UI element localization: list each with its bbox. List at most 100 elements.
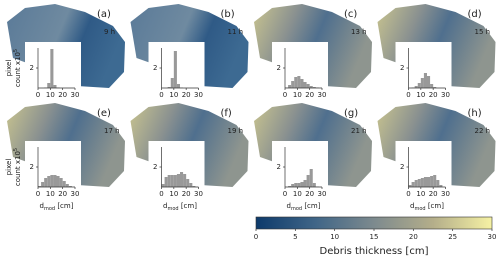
hist-bar [173, 51, 177, 88]
hist-bar [167, 175, 171, 187]
x-tick-label: 0 [406, 190, 410, 198]
x-label-unit: [cm] [426, 202, 445, 210]
hist-bar [411, 182, 415, 187]
x-tick-label: 0 [159, 190, 163, 198]
colorbar-tick-label: 15 [370, 233, 379, 241]
hist-bar [291, 184, 295, 187]
time-label: 11 h [228, 28, 244, 36]
x-label-symbol: d [40, 202, 44, 210]
x-tick-label: 10 [169, 91, 178, 99]
panel: (b) 11 h 0 10 20 30 2 [130, 4, 249, 102]
hist-bar [420, 178, 424, 187]
panel-label: (a) [97, 9, 111, 20]
panel-label: (c) [344, 9, 357, 20]
hist-bar [176, 174, 180, 187]
x-label-sub: mod [414, 206, 425, 212]
x-tick-label: 20 [58, 91, 67, 99]
hist-bar [439, 185, 443, 187]
hist-bar [423, 177, 427, 187]
panel: (g) 21 h 0 10 20 30 2 dmod [cm] [254, 103, 372, 212]
hist-bar [433, 87, 437, 88]
panel-label: (g) [344, 108, 358, 119]
y-tick-label: 2 [30, 64, 34, 72]
y-label-text: count x10 [14, 151, 22, 186]
hist-bar [59, 178, 63, 187]
colorbar [255, 216, 493, 230]
hist-bar [164, 177, 168, 187]
hist-bar [433, 175, 437, 187]
hist-bar [414, 180, 418, 187]
panel: (a) 9 h 0 10 20 30 2 pixel count x105 [5, 4, 125, 102]
hist-bar [436, 180, 440, 187]
hist-bar [288, 186, 292, 187]
x-tick-label: 0 [406, 91, 410, 99]
panel: (f) 19 h 0 10 20 30 2 dmod [cm] [130, 103, 249, 212]
x-tick-label: 30 [318, 91, 327, 99]
hist-bar [417, 179, 421, 187]
x-label: dmod [cm] [410, 202, 444, 212]
hist-bar [68, 186, 72, 187]
hist-bar [291, 81, 295, 88]
x-tick-label: 30 [71, 190, 80, 198]
hist-bar [47, 176, 51, 187]
hist-bar [300, 79, 304, 88]
x-tick-label: 20 [182, 190, 191, 198]
hist-background [395, 141, 452, 201]
x-tick-label: 30 [441, 91, 450, 99]
colorbar-tick-label: 25 [448, 233, 457, 241]
hist-background [272, 141, 328, 201]
hist-bar [430, 84, 434, 88]
x-tick-label: 10 [46, 91, 55, 99]
colorbar-tick-label: 10 [330, 233, 339, 241]
hist-bar [297, 183, 301, 187]
hist-bar [180, 172, 184, 187]
hist-bar [161, 184, 165, 187]
x-tick-label: 20 [305, 91, 314, 99]
hist-bar [306, 175, 310, 187]
y-label-sup: 5 [13, 49, 19, 52]
hist-bar [303, 82, 307, 88]
y-label: pixel [5, 159, 13, 176]
x-tick-label: 30 [71, 91, 80, 99]
x-label-sub: mod [167, 206, 178, 212]
panel-label: (h) [468, 108, 482, 119]
hist-bar [38, 186, 42, 187]
hist-background [272, 42, 328, 102]
x-tick-label: 30 [194, 190, 203, 198]
y-tick-label: 2 [153, 64, 157, 72]
hist-bar [62, 181, 66, 187]
hist-bar [53, 175, 57, 187]
hist-bar [297, 76, 301, 88]
hist-bar [294, 183, 298, 187]
x-tick-label: 20 [182, 91, 191, 99]
colorbar-tick-label: 0 [254, 233, 258, 241]
x-tick-label: 10 [169, 190, 178, 198]
panel: (d) 15 h 0 10 20 30 2 [377, 4, 496, 102]
hist-bar [408, 185, 412, 187]
x-tick-label: 20 [58, 190, 67, 198]
hist-bar [306, 84, 310, 88]
panel: (c) 13 h 0 10 20 30 2 [254, 4, 372, 102]
time-label: 22 h [475, 127, 491, 135]
hist-bar [288, 85, 292, 88]
y-tick-label: 2 [400, 163, 404, 171]
panel: (h) 22 h 0 10 20 30 2 dmod [cm] [377, 103, 496, 212]
hist-bar [173, 175, 177, 187]
x-label: dmod [cm] [40, 202, 74, 212]
hist-bar [417, 83, 421, 88]
y-label: count x105 [13, 49, 23, 87]
hist-bar [300, 182, 304, 187]
x-label: dmod [cm] [163, 202, 197, 212]
x-tick-label: 10 [416, 190, 425, 198]
hist-bar [303, 180, 307, 187]
hist-bar [176, 84, 180, 88]
x-label-sub: mod [291, 206, 302, 212]
colorbar-tick-label: 20 [409, 233, 418, 241]
x-label-symbol: d [287, 202, 291, 210]
hist-bar [41, 182, 45, 187]
x-label: dmod [cm] [287, 202, 321, 212]
x-tick-label: 20 [305, 190, 314, 198]
panel-label: (d) [468, 9, 482, 20]
time-label: 17 h [104, 127, 120, 135]
hist-bar [65, 184, 69, 187]
